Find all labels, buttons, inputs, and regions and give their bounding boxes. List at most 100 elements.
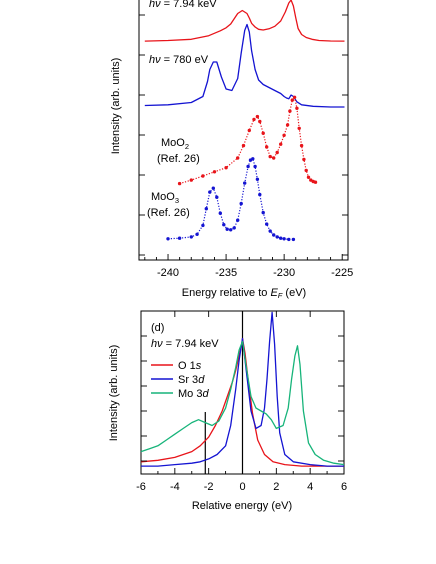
top-tick-labels: -240 -235 -230 -225 [157,267,353,279]
bottom-x-tick-label: 0 [239,481,245,493]
series-point-red_moo2 [261,131,265,135]
top-hv-794-label: hν = 7.94 keV [149,0,217,10]
series-point-blue_moo3 [251,157,255,161]
series-point-red_moo2 [297,126,301,130]
series-point-red_moo2 [255,114,260,119]
series-line-mo3d [140,340,345,466]
moo2-ref: (Ref. 26) [157,153,200,165]
moo3-label: MoO3 [151,191,179,205]
series-point-blue_moo3 [239,201,243,206]
bottom-x-tick-label: -2 [204,481,214,493]
bottom-y-axis-title: Intensity (arb. units) [108,345,120,442]
series-point-blue_moo3 [275,235,279,239]
series-point-red_moo2 [299,143,304,148]
bottom-x-axis-title: Relative energy (eV) [192,500,292,512]
series-point-red_moo2 [295,106,299,111]
bottom-x-tick-label: 2 [273,481,279,493]
moo3-ref: (Ref. 26) [147,207,190,219]
series-point-blue_moo3 [265,222,269,226]
bottom-series-group [140,311,345,467]
series-point-blue_moo3 [258,192,262,197]
series-point-blue_moo3 [255,177,260,181]
legend-label-mo3d: Mo 3d [178,388,209,400]
series-point-blue_moo3 [246,164,250,169]
series-point-red_moo2 [279,142,283,146]
bottom-hv-label: hν = 7.94 keV [151,338,219,350]
series-point-blue_moo3 [211,186,215,190]
top-axis-frame [138,0,349,261]
series-point-red_moo2 [268,154,272,159]
series-point-blue_moo3 [204,207,208,211]
bottom-vertical-lines [204,311,244,474]
series-point-red_moo2 [201,174,205,178]
bottom-legend: O 1s Sr 3d Mo 3d [151,360,209,400]
series-point-blue_moo3 [272,233,276,237]
series-point-red_moo2 [241,143,246,148]
series-point-red_moo2 [189,178,193,182]
series-point-blue_moo3 [229,228,233,232]
bottom-x-tick-label: 4 [307,481,313,493]
series-point-blue_moo3 [243,181,247,185]
bottom-ticks [140,311,345,474]
series-point-red_moo2 [285,123,290,127]
series-point-red_moo2 [224,166,228,170]
series-point-blue_moo3 [282,237,286,241]
series-point-blue_moo3 [215,195,219,199]
series-point-red_moo2 [306,175,311,179]
top-series-group [144,0,345,242]
series-point-red_moo2 [288,109,292,113]
series-point-red_moo2 [313,180,318,184]
series-point-red_moo2 [292,95,297,100]
series-point-red_moo2 [265,145,269,149]
series-point-blue_moo3 [261,210,265,215]
series-point-blue_moo3 [253,164,257,169]
series-point-red_moo2 [212,170,217,174]
top-x-tick-label: -230 [273,267,295,279]
bottom-x-tick-label: -6 [136,481,146,493]
legend-label-o1s: O 1s [178,360,202,372]
series-point-red_moo2 [302,157,306,162]
top-ticks [139,14,348,260]
series-point-red_moo2 [252,117,256,122]
series-point-blue_moo3 [201,223,205,228]
series-point-red_moo2 [304,168,308,173]
series-point-blue_moo3 [287,237,291,242]
bottom-tick-labels: -6 -4 -2 0 2 4 6 [136,481,347,493]
series-point-blue_moo3 [166,237,170,241]
top-hv-780-label: hν = 780 eV [149,54,209,66]
series-point-blue_moo3 [225,227,229,231]
series-line-blue_780 [144,23,345,108]
series-point-blue_moo3 [291,237,296,242]
series-point-blue_moo3 [232,226,236,230]
series-point-red_moo2 [275,150,279,155]
series-point-red_moo2 [247,128,251,133]
panel-label-d: (d) [151,322,164,334]
top-x-axis-title: Energy relative to EF (eV) [182,287,306,300]
series-line-sr3d [141,311,344,467]
bottom-panel: -6 -4 -2 0 2 4 6 (d) hν = 7.94 keV O 1s Sr 3d Mo… [108,310,347,512]
top-x-tick-label: -225 [331,267,353,279]
bottom-x-tick-label: -4 [170,481,180,493]
moo2-label: MoO2 [161,137,189,151]
series-point-red_moo2 [236,156,240,160]
series-dotline-blue_moo3 [167,157,294,240]
series-point-red_moo2 [272,156,276,160]
series-point-blue_moo3 [208,190,212,194]
series-point-blue_moo3 [236,218,240,222]
bottom-x-tick-label: 6 [341,481,347,493]
series-point-red_moo2 [258,119,262,124]
series-point-blue_moo3 [189,235,193,239]
top-panel: -240 -235 -230 -225 hν = 7.94 keV hν = 780 … [110,0,353,300]
series-dotline-red_moo2 [179,95,316,185]
series-point-red_moo2 [290,98,294,102]
series-point-blue_moo3 [222,223,226,227]
series-point-blue_moo3 [177,236,182,240]
series-line-red_794 [144,0,345,42]
series-point-blue_moo3 [218,211,222,215]
top-y-axis-title: Intensity (arb. units) [110,58,122,155]
series-point-red_moo2 [282,133,286,137]
series-point-blue_moo3 [195,232,199,236]
series-point-blue_moo3 [268,229,272,233]
top-x-tick-label: -235 [215,267,237,279]
